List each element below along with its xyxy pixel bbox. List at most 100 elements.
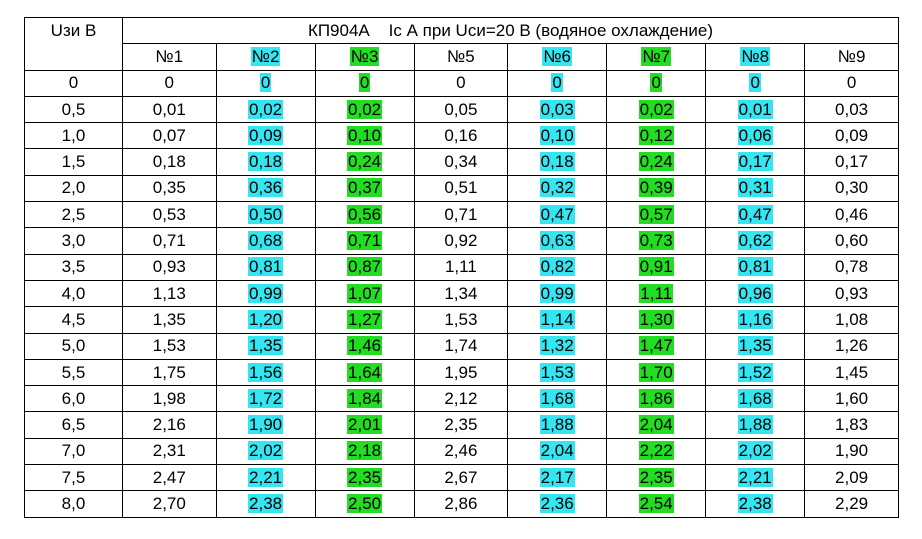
value-cell: 2,54 xyxy=(606,490,707,518)
value-cell: 1,08 xyxy=(804,306,899,334)
value-cell: 0,31 xyxy=(705,174,806,203)
highlighted-text: 0,82 xyxy=(539,257,575,277)
value-cell: 0,81 xyxy=(215,253,316,281)
value-cell: 0,01 xyxy=(705,95,806,124)
highlighted-text: 1,30 xyxy=(638,309,674,329)
highlighted-text: 1,88 xyxy=(539,415,575,435)
value-cell: 0,68 xyxy=(215,227,316,255)
value-cell: 0,02 xyxy=(314,95,415,124)
highlighted-text: 0,37 xyxy=(347,178,383,198)
value-cell: 1,46 xyxy=(314,332,415,360)
value-cell: 0,32 xyxy=(507,174,608,203)
value-cell: 0 xyxy=(705,69,806,97)
column-header: №8 xyxy=(705,43,806,71)
value-cell: 1,88 xyxy=(507,411,608,439)
value-cell: 1,32 xyxy=(507,332,608,360)
highlighted-text: 0,71 xyxy=(347,231,383,251)
value-cell: 2,18 xyxy=(314,437,415,466)
value-cell: 2,16 xyxy=(122,411,217,439)
value-cell: 1,53 xyxy=(507,358,608,387)
value-cell: 2,21 xyxy=(215,464,316,492)
highlighted-text: №7 xyxy=(641,46,672,66)
value-cell: 1,30 xyxy=(606,306,707,334)
value-cell: 2,02 xyxy=(705,437,806,466)
highlighted-text: 0,99 xyxy=(248,283,284,303)
value-cell: 0,37 xyxy=(314,174,415,203)
table-body: Uзи В КП904А Ic А при Uси=20 В (водяное … xyxy=(24,16,899,518)
highlighted-text: 0,96 xyxy=(737,283,773,303)
highlighted-text: 1,53 xyxy=(539,362,575,382)
data-row: 8,0 2,70 2,38 2,50 2,86 2,36 2,54 2,38 2,29 xyxy=(24,490,899,518)
value-cell: 0,09 xyxy=(215,122,316,150)
value-cell: 2,01 xyxy=(314,411,415,439)
value-cell: 0,24 xyxy=(314,148,415,176)
highlighted-text: 0,91 xyxy=(638,257,674,277)
highlighted-text: 2,35 xyxy=(638,467,674,487)
value-cell: 0 xyxy=(314,69,415,97)
value-cell: 1,86 xyxy=(606,385,707,413)
value-cell: 1,75 xyxy=(122,358,217,387)
highlighted-text: 2,04 xyxy=(638,415,674,435)
value-cell: 0,99 xyxy=(507,279,608,308)
value-cell: 1,90 xyxy=(804,437,899,466)
row-label: 0,5 xyxy=(24,95,123,124)
highlighted-text: 2,21 xyxy=(248,467,284,487)
row-label: 1,5 xyxy=(24,148,123,176)
highlighted-text: 0,39 xyxy=(638,178,674,198)
value-cell: 2,21 xyxy=(705,464,806,492)
value-cell: 0,35 xyxy=(122,174,217,203)
value-cell: 1,56 xyxy=(215,358,316,387)
value-cell: 2,17 xyxy=(507,464,608,492)
highlighted-text: 0,01 xyxy=(737,99,773,119)
value-cell: 0,46 xyxy=(804,201,899,229)
data-row: 5,5 1,75 1,56 1,64 1,95 1,53 1,70 1,52 1,45 xyxy=(24,358,899,387)
highlighted-text: 1,88 xyxy=(737,415,773,435)
value-cell: 1,68 xyxy=(507,385,608,413)
value-cell: 2,31 xyxy=(122,437,217,466)
value-cell: 2,86 xyxy=(413,490,509,518)
value-cell: 0 xyxy=(215,69,316,97)
value-cell: 0,96 xyxy=(705,279,806,308)
value-cell: 1,20 xyxy=(215,306,316,334)
value-cell: 0,71 xyxy=(314,227,415,255)
data-row: 4,0 1,13 0,99 1,07 1,34 0,99 1,11 0,96 0,93 xyxy=(24,279,899,308)
column-header: №5 xyxy=(413,43,509,71)
value-cell: 0,81 xyxy=(705,253,806,281)
row-label: 7,0 xyxy=(24,437,123,466)
data-row: 5,0 1,53 1,35 1,46 1,74 1,32 1,47 1,35 1,26 xyxy=(24,332,899,360)
highlighted-text: 0,36 xyxy=(248,178,284,198)
value-cell: 1,16 xyxy=(705,306,806,334)
column-header: №9 xyxy=(804,43,899,71)
data-row: 3,5 0,93 0,81 0,87 1,11 0,82 0,91 0,81 0,78 xyxy=(24,253,899,281)
highlighted-text: №8 xyxy=(740,46,771,66)
column-header: №2 xyxy=(215,43,316,71)
value-cell: 0,91 xyxy=(606,253,707,281)
value-cell: 1,14 xyxy=(507,306,608,334)
highlighted-text: 0 xyxy=(259,73,272,93)
value-cell: 1,13 xyxy=(122,279,217,308)
value-cell: 0,56 xyxy=(314,201,415,229)
highlighted-text: 0,81 xyxy=(248,257,284,277)
row-label: 3,5 xyxy=(24,253,123,281)
value-cell: 1,68 xyxy=(705,385,806,413)
value-cell: 0,02 xyxy=(215,95,316,124)
row-label: 5,0 xyxy=(24,332,123,360)
row-label: 6,0 xyxy=(24,385,123,413)
value-cell: 0,71 xyxy=(122,227,217,255)
value-cell: 0,47 xyxy=(507,201,608,229)
value-cell: 0,03 xyxy=(804,95,899,124)
highlighted-text: 0,18 xyxy=(539,152,575,172)
value-cell: 0,10 xyxy=(314,122,415,150)
data-row: 7,0 2,31 2,02 2,18 2,46 2,04 2,22 2,02 1,90 xyxy=(24,437,899,466)
highlighted-text: 0 xyxy=(650,73,662,93)
row-label: 5,5 xyxy=(24,358,123,387)
value-cell: 1,53 xyxy=(413,306,509,334)
value-cell: 1,35 xyxy=(122,306,217,334)
value-cell: 0,73 xyxy=(606,227,707,255)
highlighted-text: 1,56 xyxy=(248,362,284,382)
highlighted-text: 0,68 xyxy=(248,231,284,251)
highlighted-text: 0,87 xyxy=(347,257,383,277)
row-label: 6,5 xyxy=(24,411,123,439)
value-cell: 0 xyxy=(122,69,217,97)
row-label: 4,0 xyxy=(24,279,123,308)
